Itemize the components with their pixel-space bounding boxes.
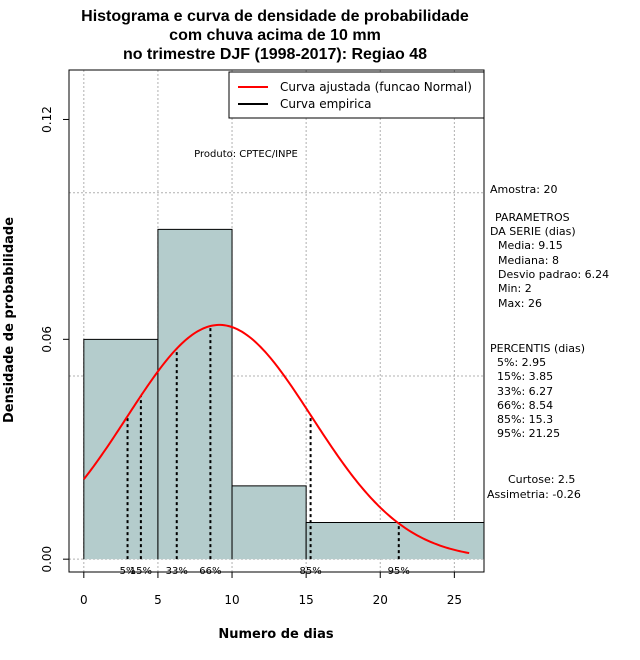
chart-title-line-2: com chuva acima de 10 mm	[169, 27, 381, 44]
stat-kurtosis: Curtose: 2.5	[508, 473, 575, 486]
product-note: Produto: CPTEC/INPE	[194, 149, 298, 160]
legend-label-normal-curve: Curva ajustada (funcao Normal)	[280, 80, 472, 94]
y-axis-label: Densidade de probabilidade	[2, 217, 17, 423]
parameters-heading: PARAMETROS	[495, 211, 570, 224]
x-tick-label-0: 0	[80, 593, 88, 607]
histogram-bar-0	[83, 339, 158, 560]
histogram-bar-1	[157, 229, 233, 560]
y-tick-label-2: 0.12	[40, 106, 54, 133]
stat-max: Max: 26	[498, 297, 542, 310]
histogram-bar-2	[232, 485, 307, 560]
stat-mean: Media: 9.15	[498, 239, 563, 252]
sample-size: Amostra: 20	[490, 183, 557, 196]
x-axis-label: Numero de dias	[218, 627, 334, 642]
histogram-bars	[83, 228, 485, 560]
percentile-5: 5%: 2.95	[497, 356, 546, 369]
x-tick-label-20: 20	[373, 593, 388, 607]
chart-title-line-1: Histograma e curva de densidade de proba…	[81, 8, 469, 25]
x-tick-label-25: 25	[447, 593, 462, 607]
x-tick-label-5: 5	[154, 593, 162, 607]
legend-box	[228, 71, 485, 119]
stat-std-dev: Desvio padrao: 6.24	[498, 268, 609, 281]
legend: Curva ajustada (funcao Normal) Curva emp…	[228, 71, 485, 119]
stat-median: Mediana: 8	[498, 254, 559, 267]
percentiles-heading: PERCENTIS (dias)	[490, 342, 585, 355]
plot-frame	[68, 69, 485, 573]
percentile-33: 33%: 6.27	[497, 385, 553, 398]
stat-min: Min: 2	[498, 282, 532, 295]
x-tick-label-10: 10	[224, 593, 239, 607]
histogram-bar-outline-1	[157, 228, 233, 560]
statistics-panel: Amostra: 20 PARAMETROS DA SERIE (dias) M…	[487, 183, 609, 501]
percentile-95: 95%: 21.25	[497, 427, 560, 440]
percentile-85: 85%: 15.3	[497, 413, 553, 426]
normal-curve-path	[83, 323, 470, 555]
y-tick-label-1: 0.06	[40, 326, 54, 353]
axes: 0 5 10 15 20 25 0.00 0.06 0.12	[40, 69, 485, 607]
stat-skewness: Assimetria: -0.26	[487, 488, 581, 501]
percentile-66: 66%: 8.54	[497, 399, 553, 412]
y-tick-label-0: 0.00	[40, 546, 54, 573]
legend-label-empirical-curve: Curva empirica	[280, 97, 371, 111]
histogram-bar-3	[306, 522, 484, 560]
chart-title-line-3: no trimestre DJF (1998-2017): Regiao 48	[123, 46, 427, 63]
percentile-15: 15%: 3.85	[497, 370, 553, 383]
x-tick-label-15: 15	[299, 593, 314, 607]
parameters-subheading: DA SERIE (dias)	[490, 225, 576, 238]
normal-curve	[83, 323, 470, 555]
